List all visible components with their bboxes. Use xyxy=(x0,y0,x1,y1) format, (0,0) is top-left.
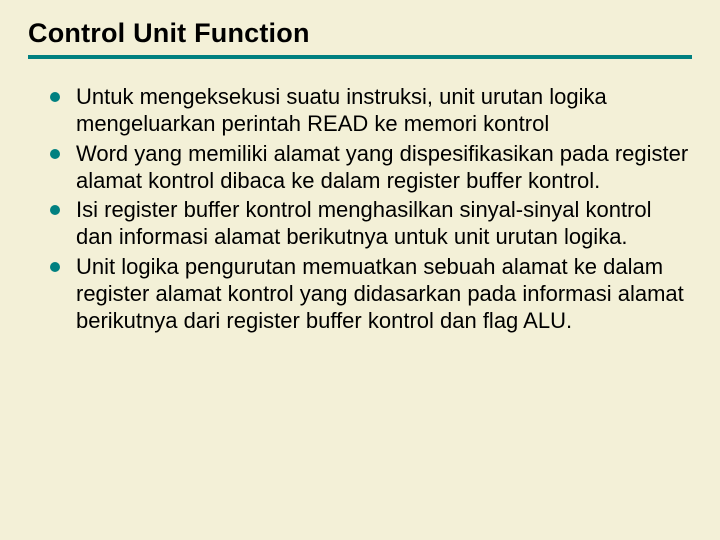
title-rule xyxy=(28,55,692,59)
bullet-list: Untuk mengeksekusi suatu instruksi, unit… xyxy=(48,83,692,334)
slide-title: Control Unit Function xyxy=(28,18,692,49)
list-item: Isi register buffer kontrol menghasilkan… xyxy=(48,196,692,251)
list-item: Word yang memiliki alamat yang dispesifi… xyxy=(48,140,692,195)
list-item: Unit logika pengurutan memuatkan sebuah … xyxy=(48,253,692,335)
slide-container: Control Unit Function Untuk mengeksekusi… xyxy=(0,0,720,540)
list-item: Untuk mengeksekusi suatu instruksi, unit… xyxy=(48,83,692,138)
